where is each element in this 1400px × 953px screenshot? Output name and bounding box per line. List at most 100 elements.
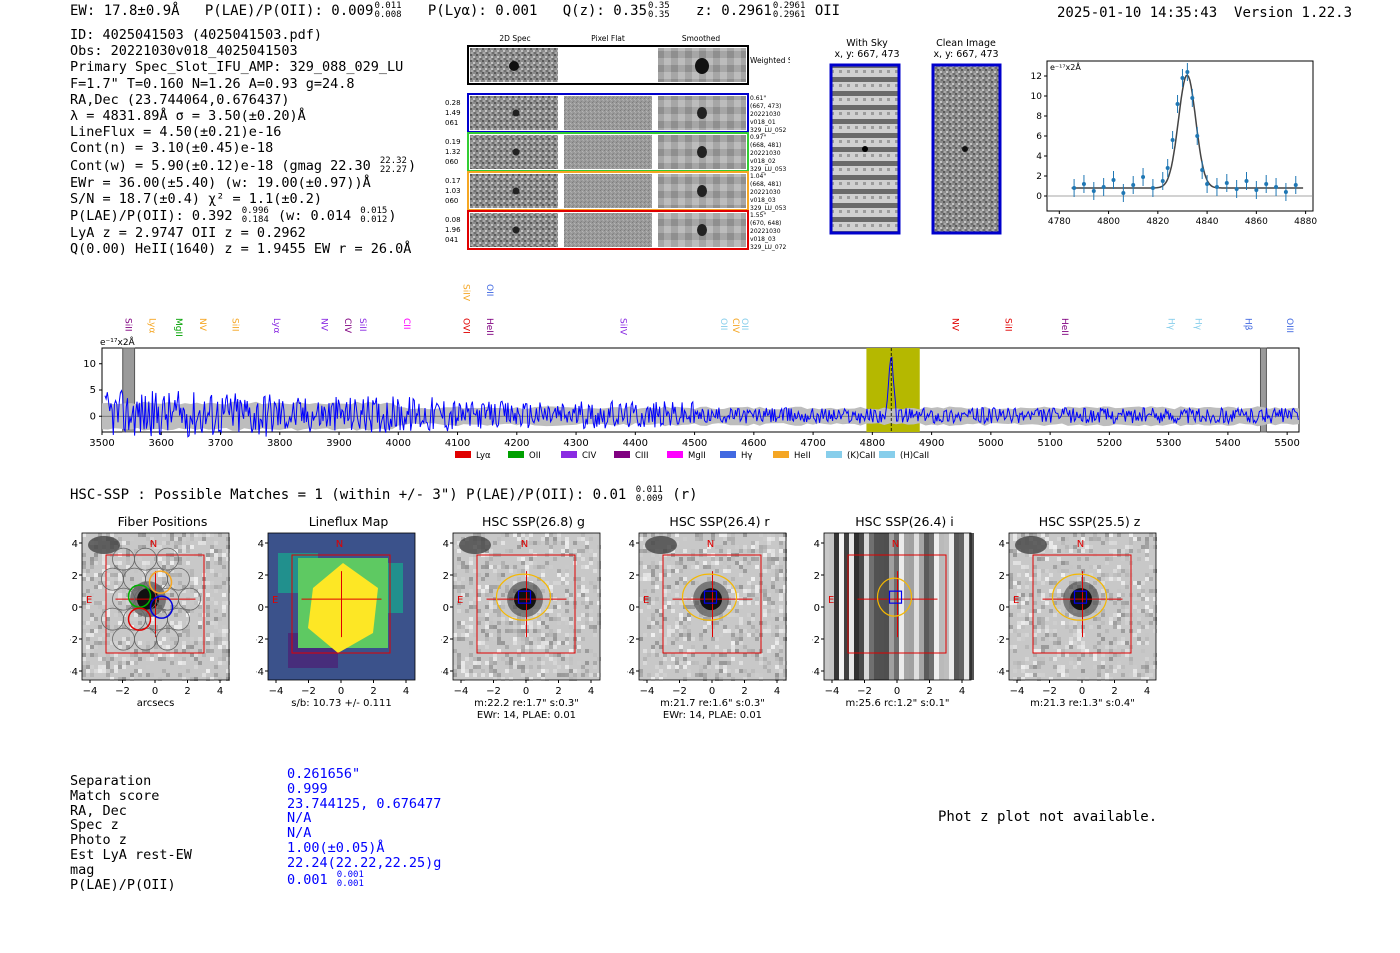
hsc-xtick-label: −4 (454, 686, 469, 697)
hsc-image-pixel (198, 649, 202, 653)
hsc-image-pixel (577, 625, 581, 629)
hsc-image-pixel (647, 573, 651, 577)
hsc-image-pixel (529, 637, 533, 641)
hsc-image-pixel (130, 673, 134, 677)
hsc-image-pixel (735, 593, 739, 597)
hsc-image-pixel (1049, 593, 1053, 597)
hsc-image-pixel (465, 629, 469, 633)
hsc-image-pixel (771, 613, 775, 617)
hsc-image-pixel (1117, 577, 1121, 581)
hsc-image-pixel (150, 657, 154, 661)
hsc-image-pixel (1017, 585, 1021, 589)
match-value-radec: 23.744125, 0.676477 (287, 795, 442, 812)
hsc-image-pixel (1049, 601, 1053, 605)
hsc-image-pixel (683, 617, 687, 621)
hsc-xtick-label: 0 (523, 686, 529, 697)
hsc-image-pixel (461, 565, 465, 569)
hsc-neighbor-source (645, 536, 677, 554)
hsc-image-pixel (118, 545, 122, 549)
hsc-image-pixel (206, 609, 210, 613)
hsc-image-pixel (585, 617, 589, 621)
hsc-image-pixel (1105, 573, 1109, 577)
hsc-image-pixel (218, 561, 222, 565)
hsc-image-pixel (1125, 569, 1129, 573)
hsc-image-pixel (755, 629, 759, 633)
hsc-image-pixel (779, 661, 783, 665)
hsc-image-pixel (122, 637, 126, 641)
hsc-image-pixel (457, 561, 461, 565)
hsc-image-pixel (593, 665, 597, 669)
hsc-image-pixel (166, 541, 170, 545)
hsc-image-pixel (565, 633, 569, 637)
hsc-image-pixel (118, 549, 122, 553)
hsc-image-pixel (525, 561, 529, 565)
hsc-image-pixel (1021, 669, 1025, 673)
hsc-image-pixel (162, 669, 166, 673)
compass-east: E (272, 595, 278, 606)
hsc-image-pixel (457, 665, 461, 669)
hsc-image-pixel (222, 581, 226, 585)
hsc-image-pixel (557, 617, 561, 621)
hsc-image-pixel (114, 561, 118, 565)
hsc-image-pixel (707, 625, 711, 629)
zoom-data-point (1254, 188, 1259, 192)
hsc-image-pixel (138, 545, 142, 549)
hsc-image-pixel (517, 545, 521, 549)
hsc-image-pixel (110, 573, 114, 577)
hsc-image-pixel (1117, 613, 1121, 617)
hsc-image-pixel (1133, 597, 1137, 601)
hsc-image-pixel (222, 641, 226, 645)
match-value-photoz: N/A (287, 825, 312, 842)
hsc-image-pixel (1049, 541, 1053, 545)
hsc-image-pixel (639, 637, 643, 641)
hsc-image-pixel (86, 589, 90, 593)
legend-swatch (508, 451, 524, 458)
hsc-image-pixel (477, 533, 481, 537)
hsc-image-pixel (565, 573, 569, 577)
hsc-image-pixel (1153, 605, 1157, 609)
hsc-image-pixel (1117, 609, 1121, 613)
hsc-image-pixel (130, 537, 134, 541)
hsc-image-pixel (465, 657, 469, 661)
hsc-image-pixel (214, 601, 218, 605)
hsc-image-pixel (525, 537, 529, 541)
hsc-image-pixel (110, 605, 114, 609)
hsc-image-pixel (122, 541, 126, 545)
hsc-image-pixel (585, 553, 589, 557)
hsc-image-pixel (1149, 565, 1153, 569)
hsc-image-pixel (759, 545, 763, 549)
hsc-image-pixel (529, 541, 533, 545)
hsc-image-pixel (755, 673, 759, 677)
hsc-image-pixel (763, 533, 767, 537)
hsc-image-column (854, 533, 859, 680)
hsc-image-pixel (186, 549, 190, 553)
hsc-image-pixel (675, 593, 679, 597)
hsc-image-pixel (166, 645, 170, 649)
hsc-image-pixel (1073, 633, 1077, 637)
zoom-data-point (1293, 183, 1298, 187)
hsc-image-pixel (1025, 665, 1029, 669)
hsc-image-pixel (102, 557, 106, 561)
hsc-image-pixel (110, 577, 114, 581)
hsc-image-pixel (485, 621, 489, 625)
hsc-image-pixel (775, 533, 779, 537)
hsc-image-pixel (707, 665, 711, 669)
hsc-image-pixel (110, 669, 114, 673)
hsc-image-pixel (461, 661, 465, 665)
hsc-image-pixel (517, 533, 521, 537)
hsc-image-pixel (683, 653, 687, 657)
hsc-image-pixel (683, 677, 687, 681)
hsc-image-pixel (154, 557, 158, 561)
hsc-image-pixel (1041, 625, 1045, 629)
hsc-image-pixel (489, 593, 493, 597)
hsc-image-pixel (1057, 569, 1061, 573)
hsc-image-pixel (1025, 673, 1029, 677)
hsc-image-pixel (1057, 557, 1061, 561)
hsc-image-pixel (711, 653, 715, 657)
match-value-ew: 1.00(±0.05)Å (287, 839, 385, 856)
hsc-image-pixel (739, 601, 743, 605)
hsc-image-pixel (639, 561, 643, 565)
hsc-image-pixel (1081, 533, 1085, 537)
hsc-image-pixel (525, 569, 529, 573)
hsc-image-pixel (1029, 665, 1033, 669)
